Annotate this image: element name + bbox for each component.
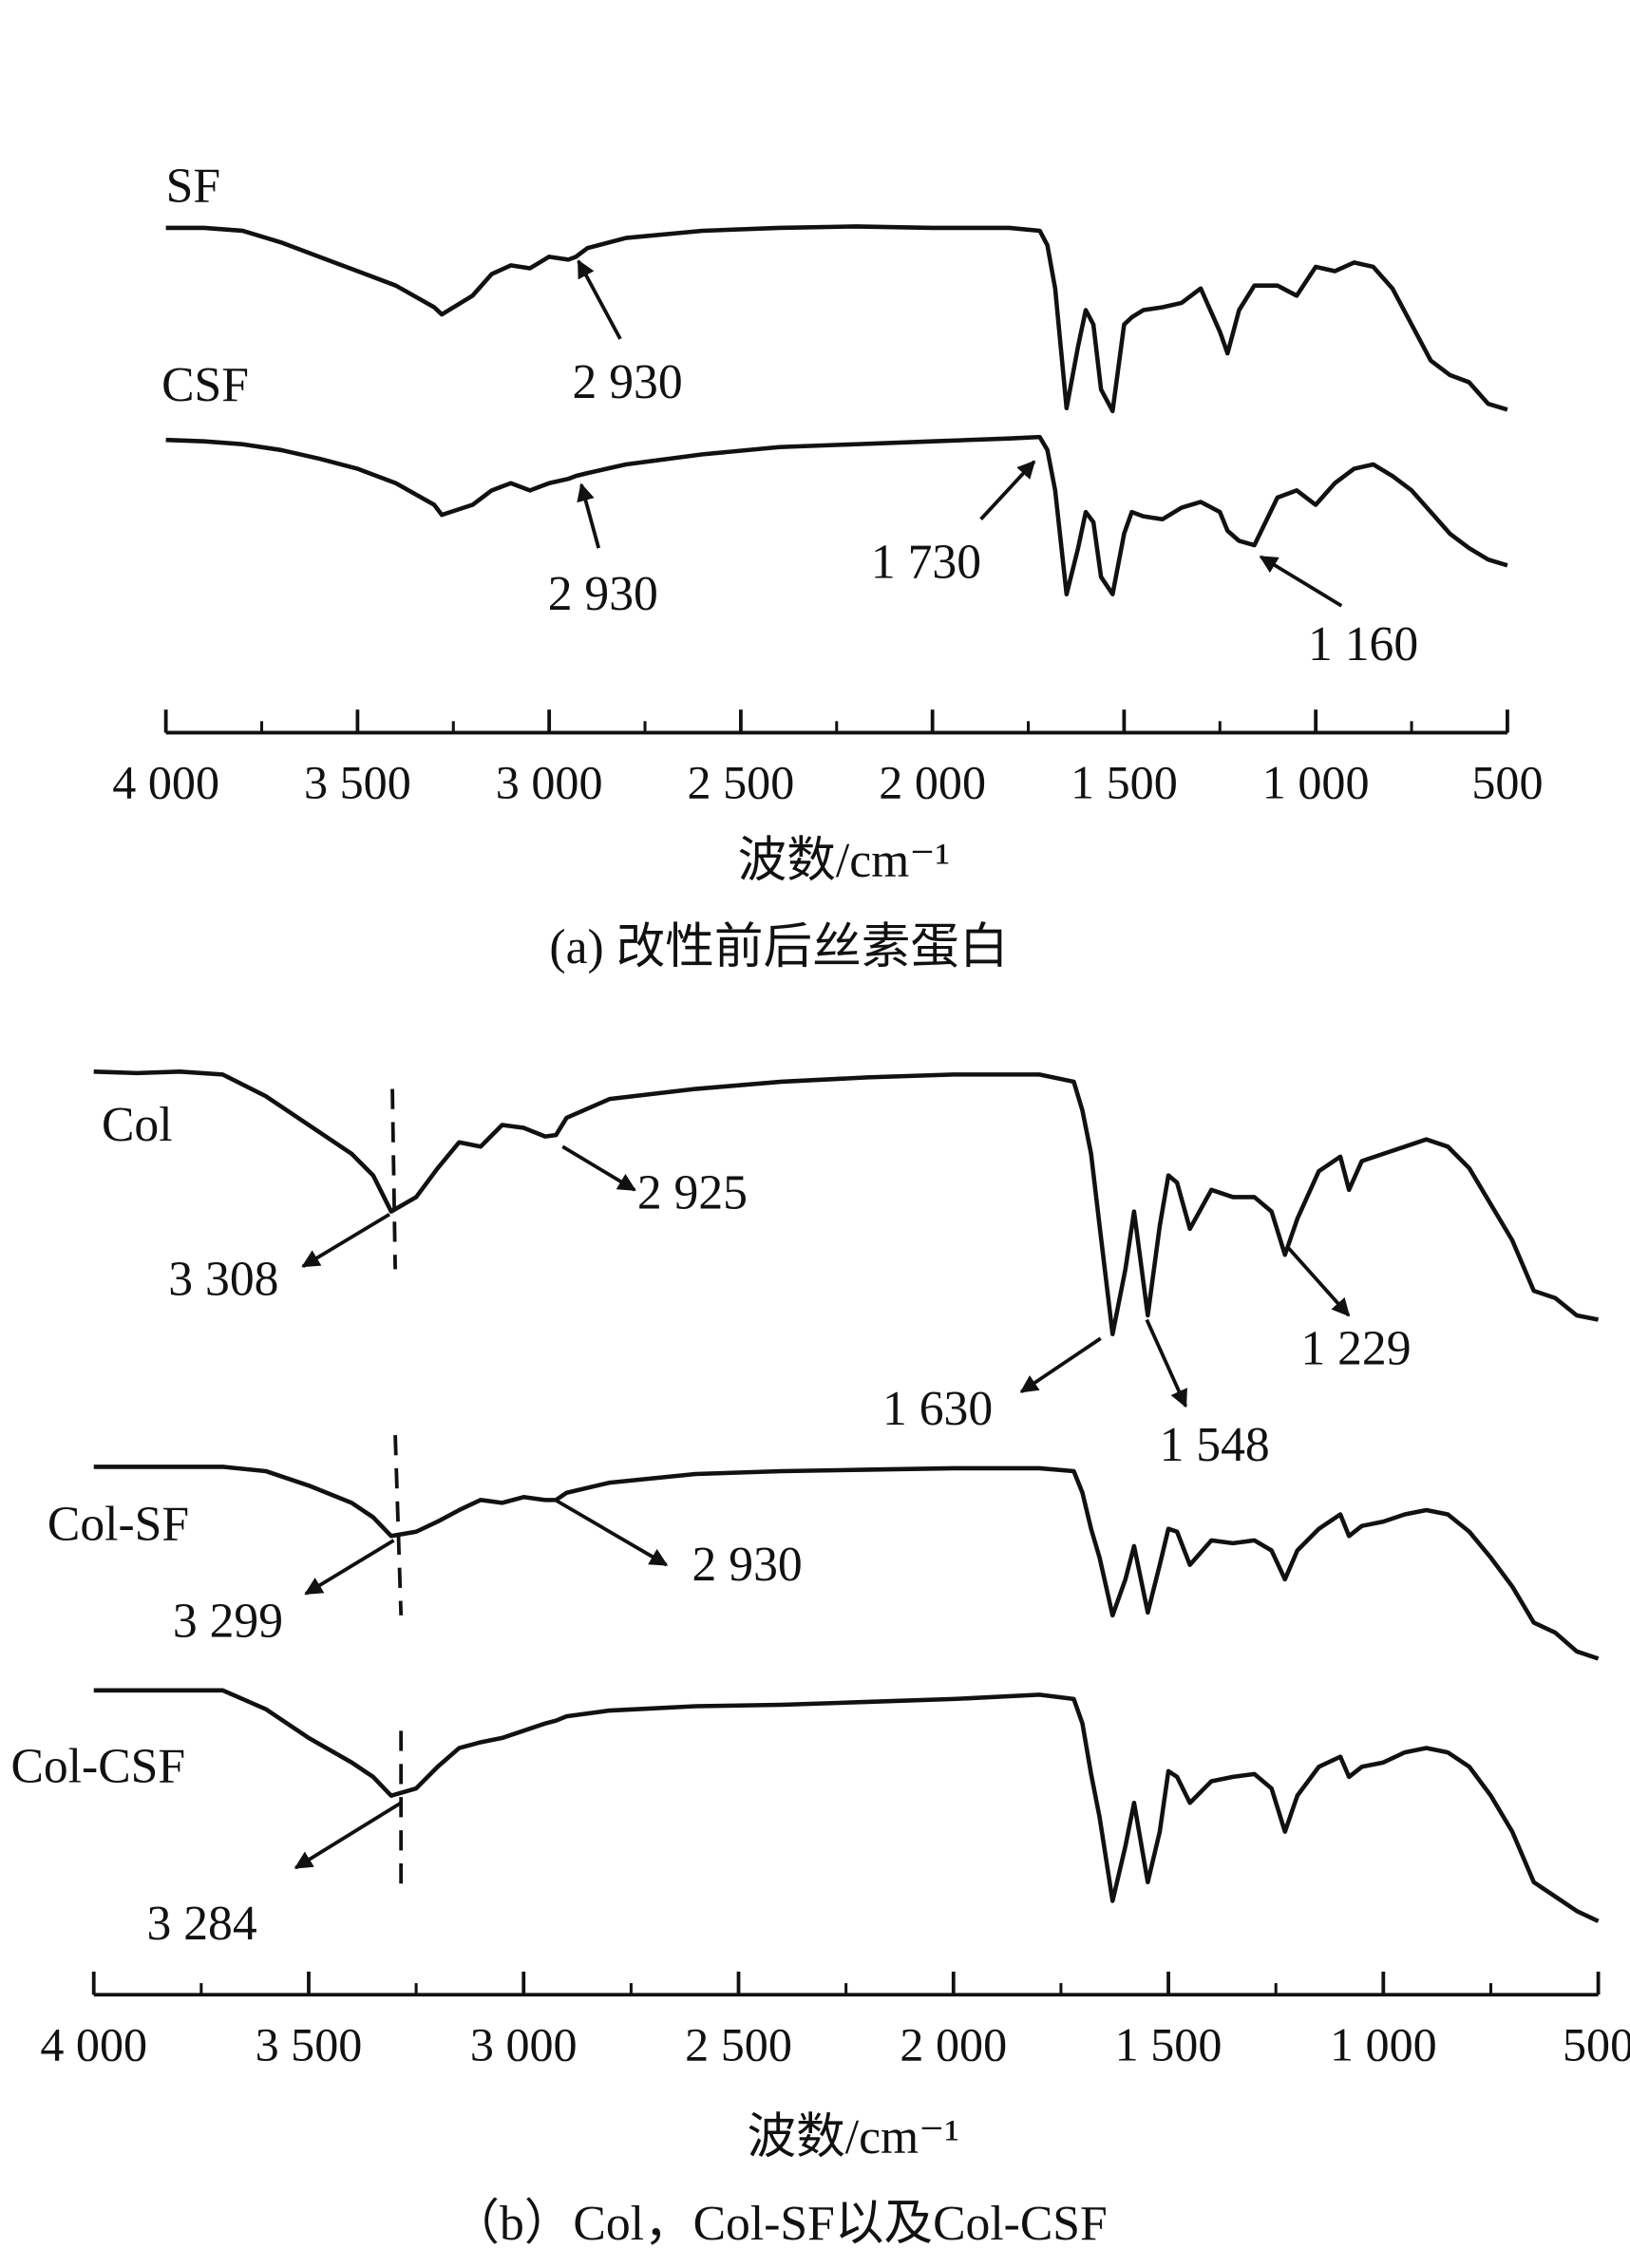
x-tick-label: 2 500 (688, 756, 795, 809)
x-tick-label: 3 500 (256, 2017, 363, 2070)
x-tick-label: 3 500 (304, 756, 411, 809)
series-label: Col-CSF (10, 1740, 185, 1794)
caption: (a) 改性前后丝素蛋白 (549, 920, 1008, 974)
spectrum-line (165, 224, 1508, 414)
dashed-guide (390, 1088, 397, 1270)
x-tick-label: 3 000 (496, 756, 603, 809)
annotation-arrow (301, 1213, 390, 1268)
x-tick-label: 500 (1471, 756, 1543, 809)
dashed-guide (393, 1434, 404, 1616)
annotation-arrow (577, 259, 622, 340)
annotation-arrow (294, 1801, 403, 1870)
annotation-arrow (1019, 1336, 1102, 1394)
x-tick-label: 4 000 (40, 2017, 147, 2070)
x-tick-label: 1 500 (1115, 2017, 1222, 2070)
x-tick-label: 500 (1563, 2017, 1630, 2070)
x-tick-label: 1 500 (1071, 756, 1178, 809)
annotation-arrow (561, 1144, 636, 1192)
series-label: Col (102, 1098, 173, 1152)
annotation-arrow (979, 460, 1036, 520)
series-label: Col-SF (47, 1498, 189, 1552)
x-tick-label: 1 000 (1330, 2017, 1437, 2070)
caption: （b）Col，Col-SF以及Col-CSF (450, 2197, 1107, 2251)
annotation-arrow (1286, 1246, 1351, 1317)
annotation: 3 284 (147, 1897, 257, 1951)
annotation: 1 160 (1308, 617, 1418, 671)
annotation: 3 299 (173, 1594, 283, 1648)
x-tick-label: 1 000 (1262, 756, 1370, 809)
series-label: CSF (161, 358, 249, 412)
x-tick-label: 2 000 (879, 756, 986, 809)
annotation: 2 930 (692, 1538, 803, 1592)
x-tick-label: 3 000 (470, 2017, 578, 2070)
spectrum-line (93, 1069, 1600, 1336)
x-tick-label: 4 000 (112, 756, 219, 809)
annotation-arrow (1259, 555, 1343, 608)
x-tick-label: 2 500 (685, 2017, 792, 2070)
spectrum-line (165, 434, 1508, 596)
annotation: 1 730 (871, 536, 981, 590)
annotation-arrow (304, 1539, 395, 1596)
annotation-arrow (1145, 1318, 1188, 1408)
annotation: 1 229 (1300, 1321, 1411, 1375)
annotation-arrow (554, 1498, 669, 1567)
annotation-arrow (577, 482, 601, 549)
annotation: 3 308 (168, 1252, 278, 1306)
spectrum-line (93, 1465, 1600, 1661)
annotation: 2 930 (548, 567, 658, 621)
annotation: 2 930 (573, 355, 683, 409)
spectrum-line (93, 1688, 1600, 1923)
x-tick-label: 2 000 (900, 2017, 1007, 2070)
x-axis-label: 波数/cm⁻¹ (748, 2110, 959, 2164)
annotation: 1 548 (1160, 1418, 1270, 1472)
series-label: SF (166, 159, 220, 213)
x-axis-label: 波数/cm⁻¹ (738, 834, 950, 888)
annotation: 1 630 (882, 1382, 993, 1436)
annotation: 2 925 (637, 1165, 748, 1219)
